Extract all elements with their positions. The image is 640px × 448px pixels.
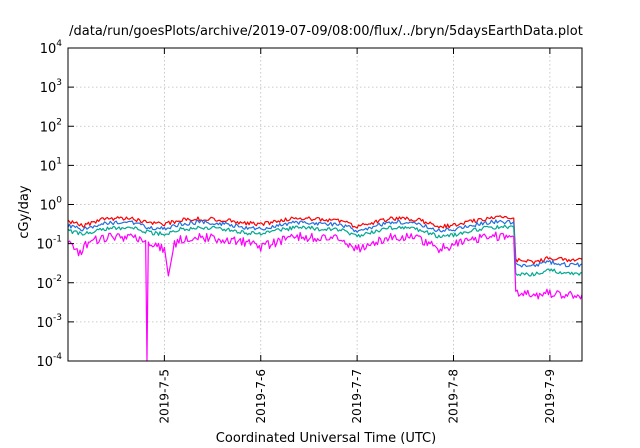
y-tick-label: 10-2 xyxy=(36,274,62,292)
x-axis-label: Coordinated Universal Time (UTC) xyxy=(216,431,436,446)
x-ticks: 2019-7-5 2019-7-6 2019-7-7 2019-7-8 2019-7-9 xyxy=(157,48,557,423)
x-tick-label: 2019-7-6 xyxy=(254,369,268,423)
y-tick-exponent: -1 xyxy=(53,235,62,245)
series-line-2 xyxy=(67,224,583,277)
y-tick-exponent: -2 xyxy=(53,274,62,284)
grid xyxy=(68,48,582,361)
y-tick-exponent: 3 xyxy=(56,78,62,88)
y-tick-exponent: 1 xyxy=(56,156,62,166)
y-tick-exponent: -3 xyxy=(53,313,62,323)
y-tick-label: 100 xyxy=(40,196,63,214)
x-tick-label: 2019-7-5 xyxy=(157,369,171,423)
y-tick-label: 10-1 xyxy=(36,235,62,253)
chart-title: /data/run/goesPlots/archive/2019-07-09/0… xyxy=(69,24,583,39)
series-line-3 xyxy=(67,231,583,362)
y-tick-exponent: 4 xyxy=(56,39,62,49)
y-axis-label: cGy/day xyxy=(17,185,32,239)
y-tick-label: 10-3 xyxy=(36,313,62,331)
x-tick-label: 2019-7-8 xyxy=(447,369,461,423)
x-tick-label: 2019-7-9 xyxy=(543,369,557,423)
y-tick-label: 102 xyxy=(40,117,62,135)
y-tick-label: 101 xyxy=(40,156,62,174)
y-tick-exponent: 0 xyxy=(56,196,62,206)
y-tick-exponent: -4 xyxy=(53,352,62,362)
y-tick-label: 104 xyxy=(40,39,63,57)
y-tick-label: 103 xyxy=(40,78,62,96)
series-group xyxy=(67,215,583,362)
y-tick-label: 10-4 xyxy=(36,352,62,370)
series-line-0 xyxy=(67,215,583,265)
series-line-1 xyxy=(67,219,583,268)
x-tick-label: 2019-7-7 xyxy=(350,369,364,423)
y-tick-exponent: 2 xyxy=(56,117,62,127)
